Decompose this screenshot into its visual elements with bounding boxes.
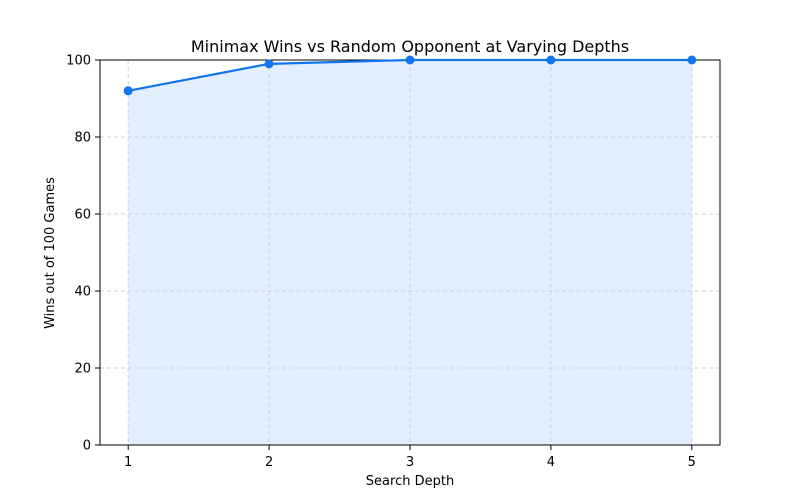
data-point xyxy=(687,55,697,65)
x-tick-label: 4 xyxy=(547,455,555,470)
plot-area: 0 20 40 60 80 100 1 2 3 4 5 xyxy=(66,54,721,470)
y-tick-label: 100 xyxy=(66,54,91,69)
y-tick-label: 60 xyxy=(74,208,91,223)
x-tick-label: 3 xyxy=(406,455,414,470)
data-point xyxy=(546,55,556,65)
y-tick-label: 0 xyxy=(83,439,91,454)
chart-title: Minimax Wins vs Random Opponent at Varyi… xyxy=(191,37,629,56)
x-tick-label: 2 xyxy=(265,455,273,470)
data-point xyxy=(405,55,415,65)
data-point xyxy=(123,86,133,96)
x-tick-label: 1 xyxy=(124,455,132,470)
y-tick-label: 40 xyxy=(74,285,91,300)
data-point xyxy=(264,59,274,69)
x-axis-label: Search Depth xyxy=(366,474,454,489)
x-tick-label: 5 xyxy=(688,455,696,470)
y-axis-label: Wins out of 100 Games xyxy=(43,177,58,329)
y-tick-label: 80 xyxy=(74,131,91,146)
y-tick-label: 20 xyxy=(74,362,91,377)
